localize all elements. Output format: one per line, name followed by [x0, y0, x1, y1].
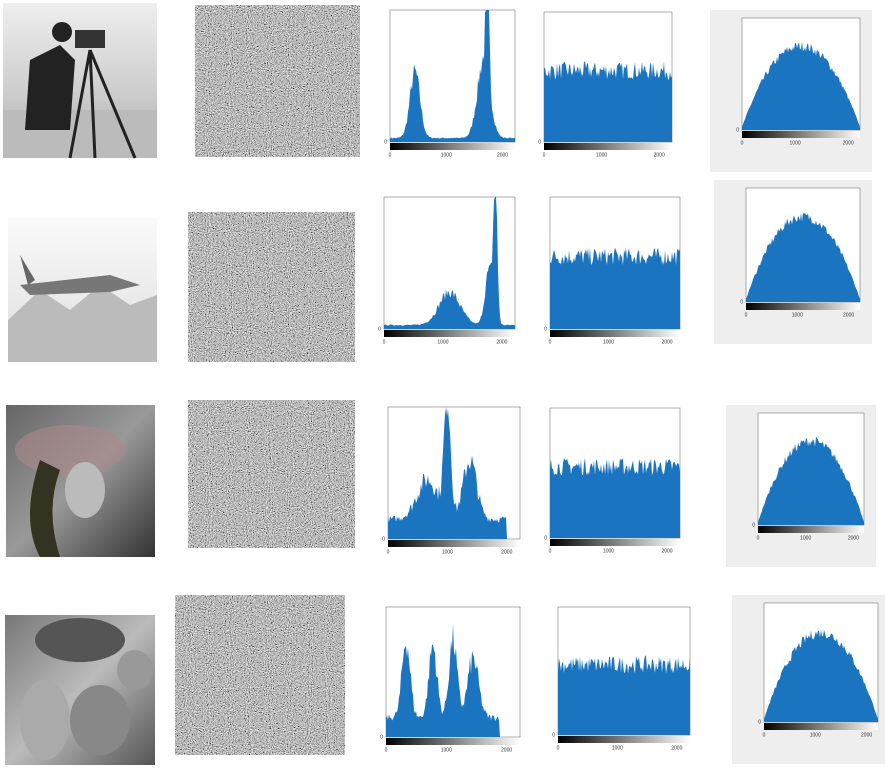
- x-tick-label: 2000: [848, 535, 859, 541]
- x-tick-label: 2000: [497, 152, 508, 158]
- encrypted-image: [188, 212, 355, 362]
- x-tick-label: 0: [549, 339, 552, 345]
- x-tick-label: 2000: [843, 312, 854, 318]
- x-tick-label: 0: [543, 152, 546, 158]
- colorbar: [386, 738, 520, 745]
- x-tick-label: 2000: [501, 549, 512, 555]
- colorbar: [758, 526, 864, 533]
- y-tick-label: 0: [740, 299, 743, 305]
- x-tick-label: 0: [741, 140, 744, 146]
- colorbar: [764, 723, 878, 730]
- colorbar: [390, 143, 515, 150]
- x-tick-label: 0: [763, 732, 766, 738]
- x-tick-label: 1000: [603, 339, 614, 345]
- y-tick-label: 0: [378, 326, 381, 332]
- x-tick-label: 2000: [654, 152, 665, 158]
- colorbar: [746, 303, 860, 310]
- x-tick-label: 0: [383, 339, 386, 345]
- original-image: [5, 615, 155, 765]
- encrypted-image: [188, 400, 355, 548]
- x-tick-label: 2000: [501, 747, 512, 753]
- x-tick-label: 2000: [861, 732, 872, 738]
- x-tick-label: 1000: [800, 535, 811, 541]
- colorbar: [388, 540, 520, 547]
- x-tick-label: 2000: [661, 339, 672, 345]
- y-tick-label: 0: [382, 536, 385, 542]
- x-tick-label: 0: [557, 745, 560, 751]
- encrypted-image: [195, 5, 360, 157]
- colorbar: [384, 330, 515, 337]
- x-tick-label: 1000: [437, 339, 448, 345]
- encrypted-image: [175, 595, 345, 755]
- x-tick-label: 1000: [441, 747, 452, 753]
- histogram-area: [550, 247, 680, 329]
- x-tick-label: 1000: [441, 152, 452, 158]
- colorbar: [544, 143, 672, 150]
- x-tick-label: 0: [385, 747, 388, 753]
- x-tick-label: 1000: [790, 140, 801, 146]
- colorbar: [550, 330, 680, 337]
- original-image: [6, 405, 155, 557]
- x-tick-label: 2000: [496, 339, 507, 345]
- colorbar: [550, 539, 680, 546]
- x-tick-label: 2000: [671, 745, 682, 751]
- x-tick-label: 1000: [792, 312, 803, 318]
- x-tick-label: 2000: [661, 548, 672, 554]
- y-tick-label: 0: [752, 522, 755, 528]
- x-tick-label: 0: [389, 152, 392, 158]
- x-tick-label: 0: [387, 549, 390, 555]
- y-tick-label: 0: [380, 734, 383, 740]
- x-tick-label: 2000: [843, 140, 854, 146]
- page: 0 1000 2000 0 0 1000 2000 0 0 1000 2000 0 0 1000 2000 0…: [0, 0, 885, 770]
- original-image: [3, 3, 157, 158]
- figure: 0 1000 2000 0 0 1000 2000 0 0 1000 2000 0 0 1000 2000 0…: [0, 0, 885, 770]
- x-tick-label: 0: [549, 548, 552, 554]
- y-tick-label: 0: [758, 719, 761, 725]
- y-tick-label: 0: [538, 139, 541, 145]
- x-tick-label: 1000: [596, 152, 607, 158]
- x-tick-label: 1000: [612, 745, 623, 751]
- y-tick-label: 0: [736, 127, 739, 133]
- y-tick-label: 0: [552, 732, 555, 738]
- x-tick-label: 0: [757, 535, 760, 541]
- y-tick-label: 0: [384, 139, 387, 145]
- colorbar: [742, 131, 860, 138]
- x-tick-label: 1000: [810, 732, 821, 738]
- original-image: [8, 218, 157, 362]
- x-tick-label: 1000: [603, 548, 614, 554]
- colorbar: [558, 736, 690, 743]
- x-tick-label: 0: [745, 312, 748, 318]
- y-tick-label: 0: [544, 535, 547, 541]
- y-tick-label: 0: [544, 326, 547, 332]
- x-tick-label: 1000: [442, 549, 453, 555]
